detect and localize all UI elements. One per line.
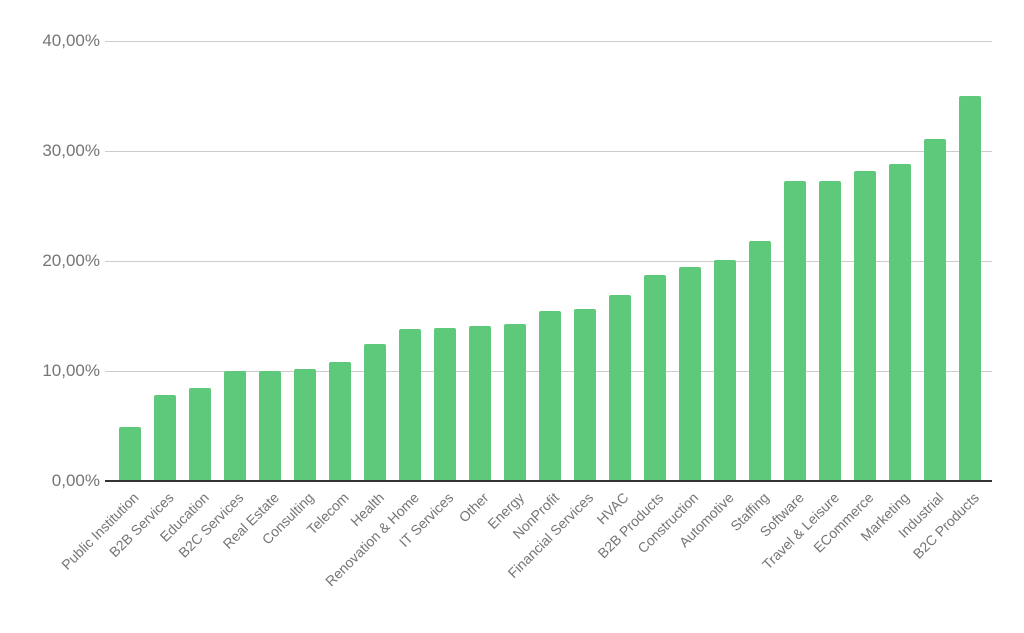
y-axis-tick-label: 0,00% xyxy=(51,471,100,490)
y-axis-tick-label: 10,00% xyxy=(42,361,100,380)
bar[interactable] xyxy=(574,309,596,481)
bar[interactable] xyxy=(679,266,701,481)
bar[interactable] xyxy=(819,180,841,481)
bar[interactable] xyxy=(119,427,141,481)
bar[interactable] xyxy=(714,259,736,481)
y-axis-tick-label: 20,00% xyxy=(42,251,100,270)
y-axis-tick-label: 40,00% xyxy=(42,31,100,50)
bar[interactable] xyxy=(889,164,911,481)
gridline xyxy=(105,41,992,42)
bar[interactable] xyxy=(189,387,211,481)
bar[interactable] xyxy=(259,371,281,481)
bar[interactable] xyxy=(749,241,771,481)
bar[interactable] xyxy=(224,371,246,481)
bar[interactable] xyxy=(469,325,491,481)
bar[interactable] xyxy=(294,368,316,481)
gridline xyxy=(105,151,992,152)
bar[interactable] xyxy=(154,395,176,481)
bar[interactable] xyxy=(644,275,666,481)
bar[interactable] xyxy=(399,329,421,481)
bar[interactable] xyxy=(504,323,526,481)
y-axis-tick-label: 30,00% xyxy=(42,141,100,160)
bar[interactable] xyxy=(609,295,631,481)
bar[interactable] xyxy=(329,362,351,481)
bar[interactable] xyxy=(434,328,456,481)
gridline xyxy=(105,261,992,262)
bar[interactable] xyxy=(364,343,386,481)
bar[interactable] xyxy=(539,310,561,481)
bar[interactable] xyxy=(924,138,946,481)
bar[interactable] xyxy=(784,180,806,481)
bar[interactable] xyxy=(854,170,876,481)
bar[interactable] xyxy=(959,96,981,481)
x-axis-baseline xyxy=(105,480,992,482)
